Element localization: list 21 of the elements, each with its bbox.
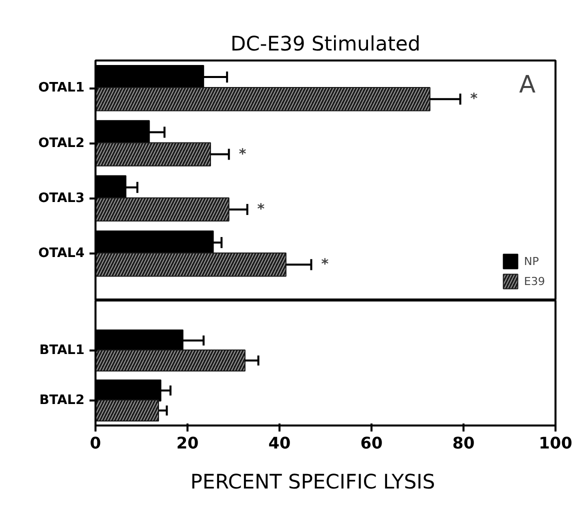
x-tick-label: 80 <box>452 434 475 452</box>
annotation: A <box>519 70 536 98</box>
annotation: * <box>257 201 266 218</box>
annotation: * <box>321 256 330 273</box>
x-tick-label: 0 <box>90 434 102 452</box>
x-axis-title: PERCENT SPECIFIC LYSIS <box>190 470 436 494</box>
annotation: * <box>238 146 247 162</box>
y-tick-label: BTAL1 <box>39 343 85 358</box>
y-tick-label: OTAL4 <box>38 246 85 262</box>
x-tick-label: 20 <box>176 434 199 452</box>
chart-title: DC-E39 Stimulated <box>230 32 420 56</box>
legend-label: E39 <box>524 274 545 288</box>
x-tick-label: 40 <box>268 434 291 452</box>
y-tick-label: BTAL2 <box>39 393 85 408</box>
x-tick-label: 100 <box>538 434 572 452</box>
y-tick-label: OTAL1 <box>38 80 85 96</box>
annotation: * <box>470 91 478 108</box>
x-tick-label: 60 <box>360 434 383 452</box>
legend-label: NP <box>524 254 540 268</box>
y-tick-label: OTAL3 <box>38 190 85 206</box>
y-tick-label: OTAL2 <box>38 136 85 151</box>
